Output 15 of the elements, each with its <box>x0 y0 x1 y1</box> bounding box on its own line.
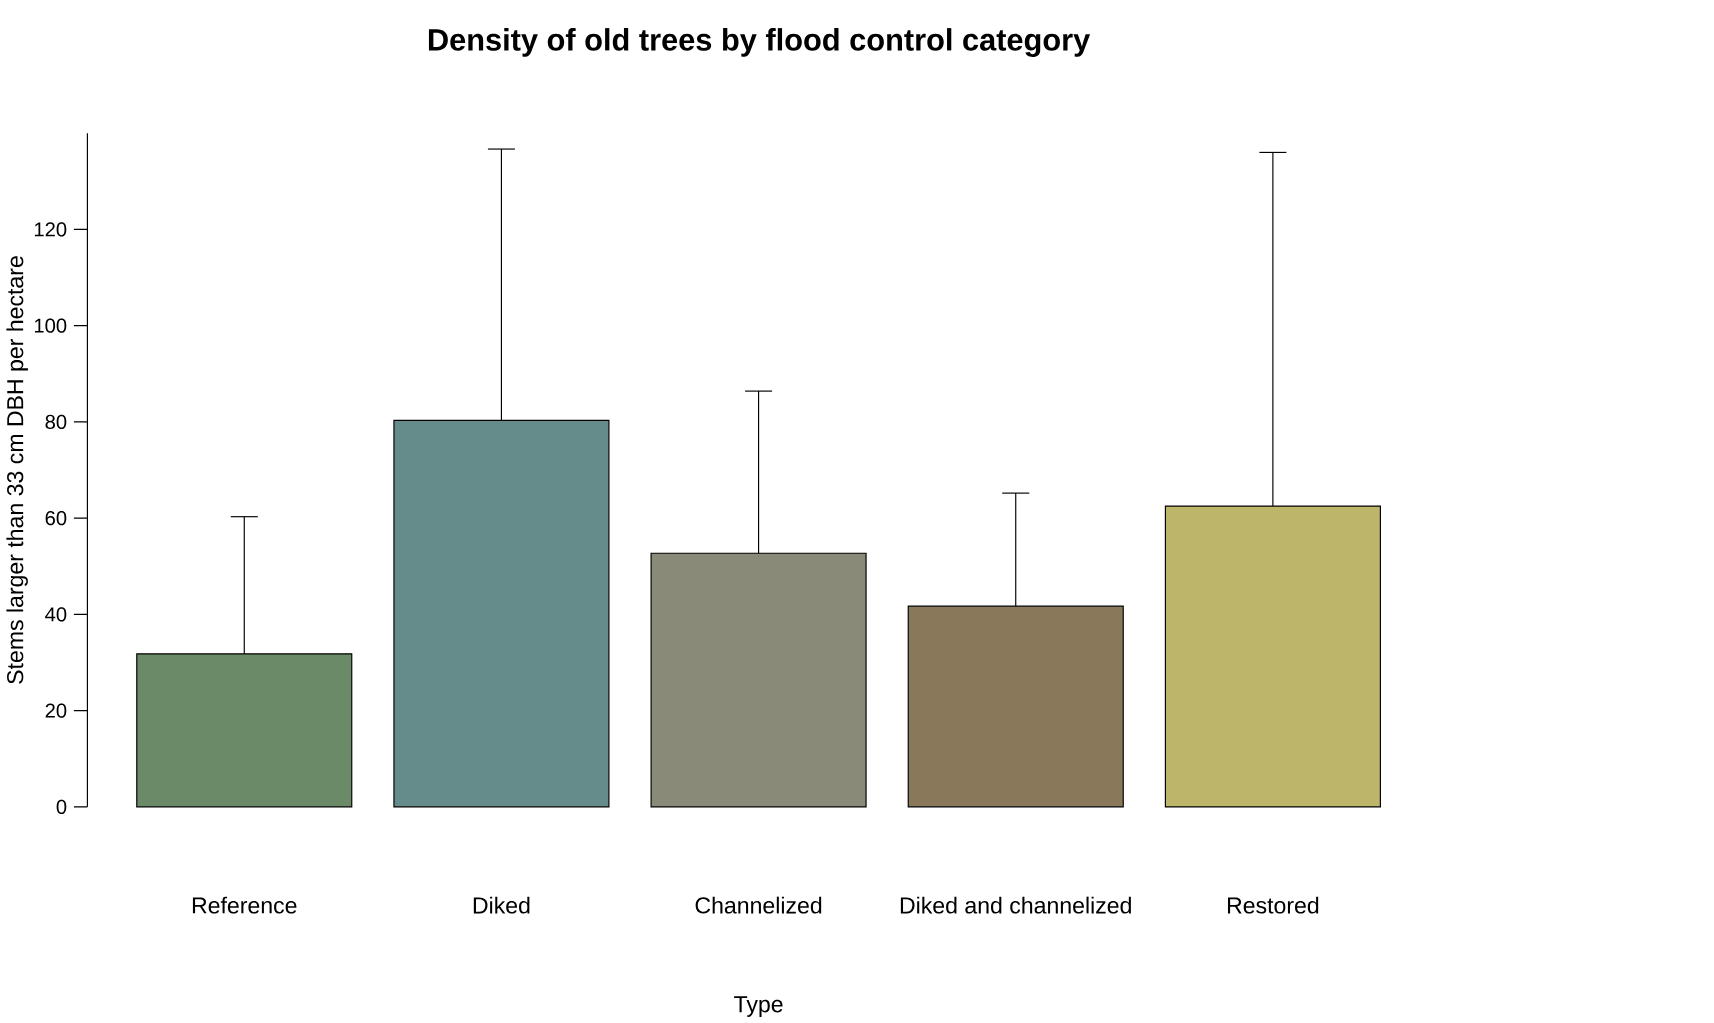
x-tick-label: Diked <box>473 896 530 914</box>
chart-title: Density of old trees by flood control category <box>428 27 1091 57</box>
y-tick-label: 120 <box>34 222 67 237</box>
y-tick-label: 100 <box>34 318 67 333</box>
y-tick-label: 0 <box>56 799 67 814</box>
y-tick-label: 80 <box>45 414 67 429</box>
x-tick-label: Channelized <box>695 896 822 914</box>
x-tick-label: Diked and channelized <box>900 896 1131 914</box>
y-tick-label: 60 <box>45 510 67 526</box>
x-axis-title: Type <box>734 996 783 1017</box>
x-tick-label: Restored <box>1227 896 1319 914</box>
x-tick-label: Reference <box>192 896 297 914</box>
y-tick-label: 20 <box>45 703 67 718</box>
y-tick-label: 40 <box>45 607 67 622</box>
y-axis-title: Stems larger than 33 cm DBH per hectare <box>6 256 28 684</box>
